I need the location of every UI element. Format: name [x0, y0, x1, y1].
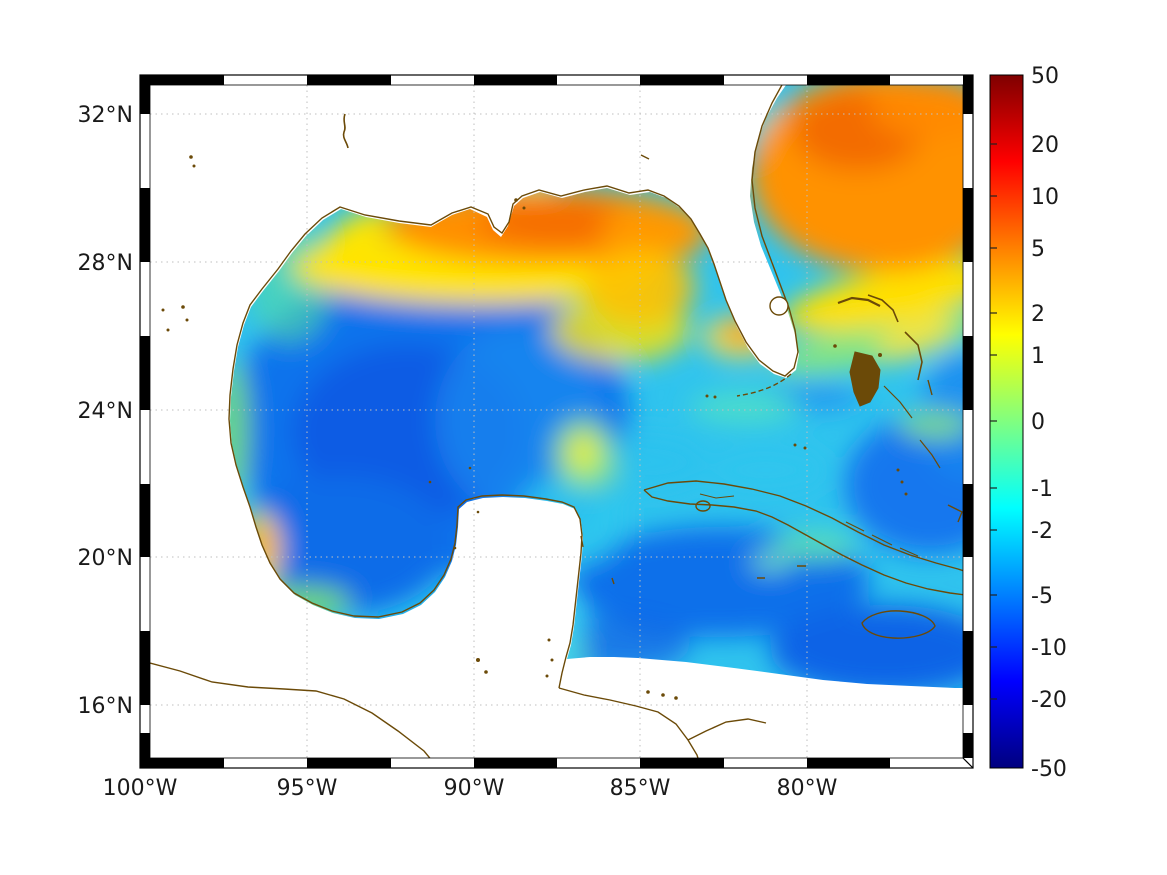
y-tick-label: 20°N: [78, 546, 133, 571]
colorbar-tick-label: -20: [1031, 688, 1067, 713]
colorbar-tick-label: -2: [1031, 519, 1053, 544]
colorbar-tick-label: -10: [1031, 636, 1067, 661]
x-axis: 100°W 95°W 90°W 85°W 80°W: [103, 776, 838, 801]
colorbar-tick-label: 2: [1031, 302, 1045, 327]
colorbar-ticks: [990, 143, 997, 700]
colorbar-tick-label: -50: [1031, 757, 1067, 782]
colorbar-tick-label: 20: [1031, 133, 1059, 158]
x-tick-label: 80°W: [777, 776, 838, 801]
colorbar-tick-label: 1: [1031, 344, 1045, 369]
colorbar: 50 20 10 5 2 1 0 -1 -2 -5 -10 -20 -50: [989, 64, 1067, 782]
colorbar-labels: 50 20 10 5 2 1 0 -1 -2 -5 -10 -20 -50: [1031, 64, 1067, 782]
y-axis: 32°N 28°N 24°N 20°N 16°N: [78, 103, 133, 719]
colorbar-tick-label: 0: [1031, 410, 1045, 435]
map-frame: [139, 74, 974, 769]
x-tick-label: 90°W: [444, 776, 505, 801]
colorbar-tick-label: -5: [1031, 584, 1053, 609]
x-tick-label: 100°W: [103, 776, 178, 801]
x-tick-label: 85°W: [610, 776, 671, 801]
land-mask: [150, 85, 963, 758]
y-tick-label: 32°N: [78, 103, 133, 128]
coastlines: [150, 85, 963, 758]
colorbar-tick-label: 50: [1031, 64, 1059, 89]
colorbar-tick-label: -1: [1031, 477, 1053, 502]
colorbar-tick-label: 10: [1031, 185, 1059, 210]
colorbar-tick-label: 5: [1031, 237, 1045, 262]
y-tick-label: 16°N: [78, 694, 133, 719]
graticule-gridlines: [150, 85, 963, 758]
x-tick-label: 95°W: [277, 776, 338, 801]
island-dots: [161, 155, 908, 700]
y-tick-label: 28°N: [78, 251, 133, 276]
y-tick-label: 24°N: [78, 399, 133, 424]
